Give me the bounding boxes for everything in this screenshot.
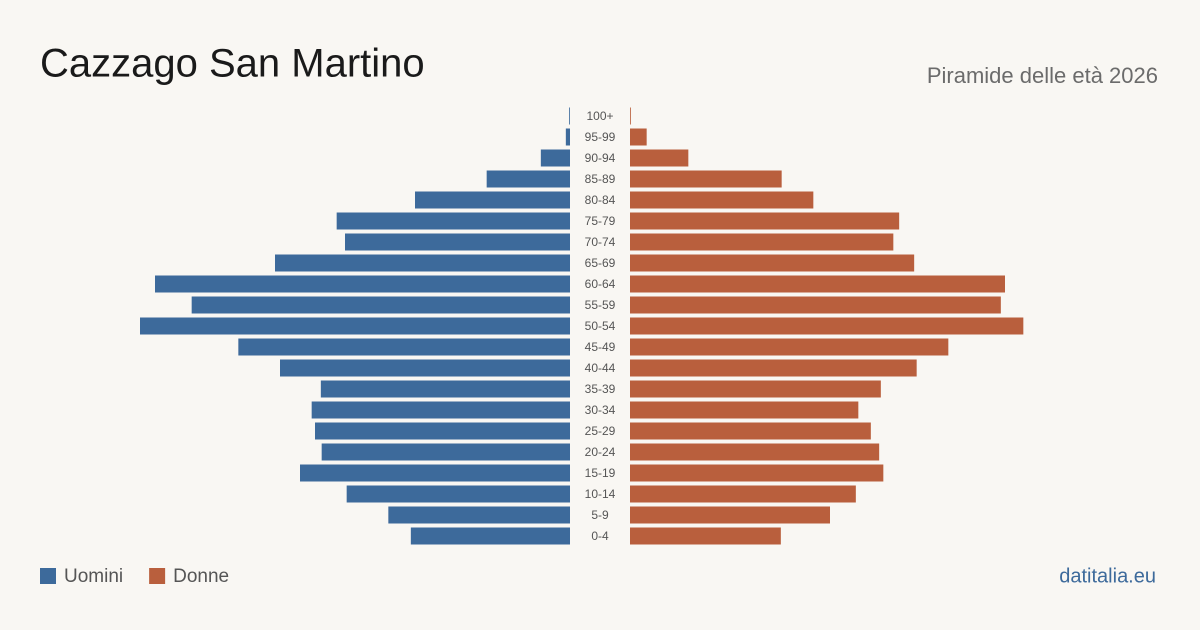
age-label: 20-24 bbox=[585, 445, 616, 459]
bar bbox=[280, 359, 570, 377]
bar bbox=[630, 254, 915, 272]
chart-subtitle: Piramide delle età 2026 bbox=[927, 63, 1158, 88]
bar bbox=[321, 443, 570, 461]
bar bbox=[630, 443, 880, 461]
bar bbox=[346, 485, 570, 503]
bar bbox=[630, 527, 781, 545]
age-label: 25-29 bbox=[585, 424, 616, 438]
age-label: 70-74 bbox=[585, 235, 616, 249]
bar bbox=[630, 338, 949, 356]
source: datitalia.eu bbox=[1059, 565, 1156, 587]
bar bbox=[630, 380, 881, 398]
legend-label: Uomini bbox=[64, 566, 123, 587]
age-label: 55-59 bbox=[585, 298, 616, 312]
age-label: 75-79 bbox=[585, 214, 616, 228]
age-label: 60-64 bbox=[585, 277, 616, 291]
bar bbox=[315, 422, 570, 440]
bar bbox=[565, 128, 570, 146]
bar bbox=[630, 149, 689, 167]
bar bbox=[388, 506, 570, 524]
age-label: 95-99 bbox=[585, 130, 616, 144]
age-label: 5-9 bbox=[591, 508, 609, 522]
bar bbox=[140, 317, 570, 335]
bar bbox=[630, 191, 814, 209]
bar bbox=[630, 317, 1024, 335]
bar bbox=[345, 233, 570, 251]
bar bbox=[630, 485, 856, 503]
bar bbox=[486, 170, 570, 188]
age-label: 80-84 bbox=[585, 193, 616, 207]
age-label: 40-44 bbox=[585, 361, 616, 375]
bar bbox=[300, 464, 570, 482]
age-label: 30-34 bbox=[585, 403, 616, 417]
bar bbox=[191, 296, 570, 314]
bar bbox=[540, 149, 570, 167]
bar bbox=[630, 464, 884, 482]
age-label: 65-69 bbox=[585, 256, 616, 270]
bar bbox=[630, 170, 782, 188]
bar bbox=[630, 359, 917, 377]
bar bbox=[415, 191, 570, 209]
bar bbox=[630, 275, 1005, 293]
bar bbox=[155, 275, 570, 293]
bar bbox=[569, 107, 570, 125]
bar bbox=[630, 107, 631, 125]
bar bbox=[238, 338, 571, 356]
bar bbox=[630, 233, 894, 251]
bar bbox=[275, 254, 570, 272]
age-label: 90-94 bbox=[585, 151, 616, 165]
legend-swatch bbox=[40, 568, 56, 584]
bar bbox=[630, 296, 1001, 314]
bar bbox=[311, 401, 570, 419]
age-label: 35-39 bbox=[585, 382, 616, 396]
age-label: 15-19 bbox=[585, 466, 616, 480]
bar bbox=[630, 506, 830, 524]
age-label: 50-54 bbox=[585, 319, 616, 333]
bar bbox=[630, 401, 859, 419]
bar bbox=[410, 527, 570, 545]
legend-swatch bbox=[149, 568, 166, 584]
age-label: 85-89 bbox=[585, 172, 616, 186]
bar bbox=[630, 422, 871, 440]
bar bbox=[336, 212, 570, 230]
bar bbox=[630, 128, 647, 146]
chart-title: Cazzago San Martino bbox=[40, 42, 425, 86]
bar bbox=[320, 380, 570, 398]
bar bbox=[630, 212, 900, 230]
age-label: 10-14 bbox=[585, 487, 616, 501]
legend-label: Donne bbox=[173, 566, 229, 587]
age-label: 0-4 bbox=[591, 529, 609, 543]
age-label: 100+ bbox=[586, 109, 613, 123]
age-label: 45-49 bbox=[585, 340, 616, 354]
